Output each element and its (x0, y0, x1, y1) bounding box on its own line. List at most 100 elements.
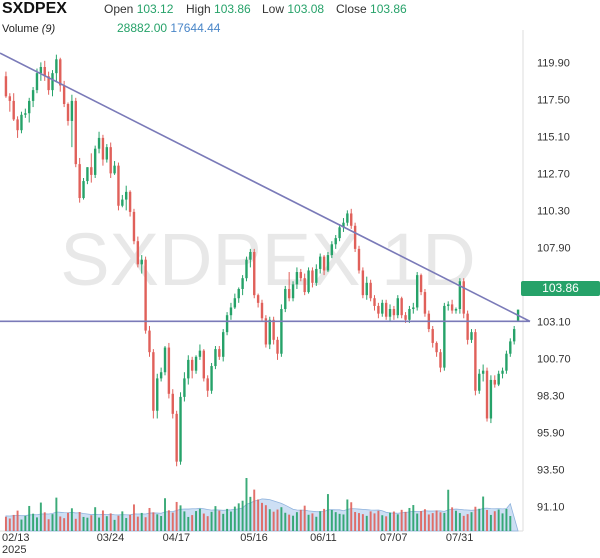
candle-body (400, 298, 403, 316)
price-axis[interactable]: 119.90117.50115.10112.70110.30107.90105.… (537, 57, 571, 513)
candle (59, 57, 62, 92)
candle-body (86, 167, 89, 182)
candle-body (8, 96, 12, 101)
candle-body (156, 378, 159, 411)
candle-body (439, 352, 442, 368)
candle (450, 299, 454, 314)
candle (245, 256, 248, 282)
volume-bar (43, 512, 46, 531)
candle (39, 62, 43, 81)
candle (377, 302, 380, 319)
volume-bar (466, 514, 469, 531)
candle-body (35, 73, 39, 91)
volume-bar (326, 494, 329, 531)
candle-body (346, 213, 349, 223)
volume-bar (129, 514, 132, 531)
candle-body (229, 307, 233, 316)
candle-body (144, 259, 147, 331)
volume-bar (373, 513, 376, 531)
x-tick-label: 07/07 (380, 532, 408, 544)
candle-body (264, 318, 268, 345)
candle-body (392, 309, 396, 316)
candle-body (20, 114, 23, 131)
candle (501, 367, 504, 379)
candle-body (493, 379, 496, 385)
candle-body (39, 66, 43, 74)
candle-body (260, 302, 264, 319)
candle-body (318, 256, 322, 269)
candle (342, 218, 345, 232)
candle (74, 97, 77, 168)
volume-bar (70, 508, 73, 531)
candle-body (462, 281, 465, 314)
candle (51, 70, 54, 97)
candle-body (478, 373, 481, 391)
candle (423, 288, 427, 317)
volume-bar (241, 500, 244, 531)
volume-bar (389, 512, 391, 531)
volume-bar (268, 509, 271, 531)
candle (462, 278, 465, 319)
candle (253, 248, 256, 299)
candle (489, 375, 493, 424)
low-label: Low (262, 2, 285, 16)
candle-body (218, 349, 221, 357)
candle-body (132, 211, 136, 242)
volume-bar (16, 510, 19, 531)
volume-bar (148, 507, 151, 531)
candle (206, 375, 209, 397)
candle (303, 273, 306, 296)
candle-body (268, 319, 271, 345)
candle-body (59, 59, 62, 86)
candle (497, 370, 500, 387)
volume-bar (493, 511, 496, 531)
volume-bar (462, 515, 465, 531)
trendlines[interactable] (0, 52, 531, 323)
candle (16, 116, 19, 138)
candle-body (214, 349, 217, 367)
candle (97, 131, 101, 154)
volume-bar (237, 503, 240, 531)
candle-body (4, 76, 8, 97)
candle (202, 349, 206, 382)
candle (381, 299, 384, 317)
candle (109, 142, 112, 178)
candle-body (497, 373, 500, 385)
candle-body (458, 281, 462, 310)
candle-body (183, 378, 186, 397)
candle-body (82, 181, 85, 199)
candle-body (121, 199, 124, 206)
volume-bar (443, 512, 446, 531)
volume-bar (160, 516, 163, 531)
candle-body (253, 251, 256, 296)
volume-bar (59, 516, 62, 531)
low-value: 103.08 (287, 2, 325, 16)
volume-bar (272, 511, 275, 531)
volume-indicator-label[interactable]: Volume (9) (2, 23, 55, 35)
candle (512, 325, 516, 345)
x-tick-label: 04/17 (163, 532, 191, 544)
candle-body (353, 225, 357, 249)
volume-bar (210, 511, 213, 531)
candle (70, 94, 74, 148)
open-value: 103.12 (136, 2, 174, 16)
volume-bar (74, 518, 77, 531)
volume-bar (24, 515, 27, 531)
candle (291, 281, 295, 302)
volume-bar (226, 508, 229, 531)
candle (218, 346, 221, 360)
candle-body (140, 259, 143, 265)
candle (307, 267, 310, 294)
candle (439, 349, 442, 373)
candle-body (485, 370, 489, 419)
candle-body (384, 302, 388, 317)
volume-bar (420, 511, 423, 531)
candle (140, 255, 143, 274)
volume-bar (439, 512, 442, 531)
candle-body (93, 148, 97, 175)
volume-bar (276, 509, 279, 531)
candle-body (171, 393, 174, 414)
volume-bar (187, 516, 190, 531)
